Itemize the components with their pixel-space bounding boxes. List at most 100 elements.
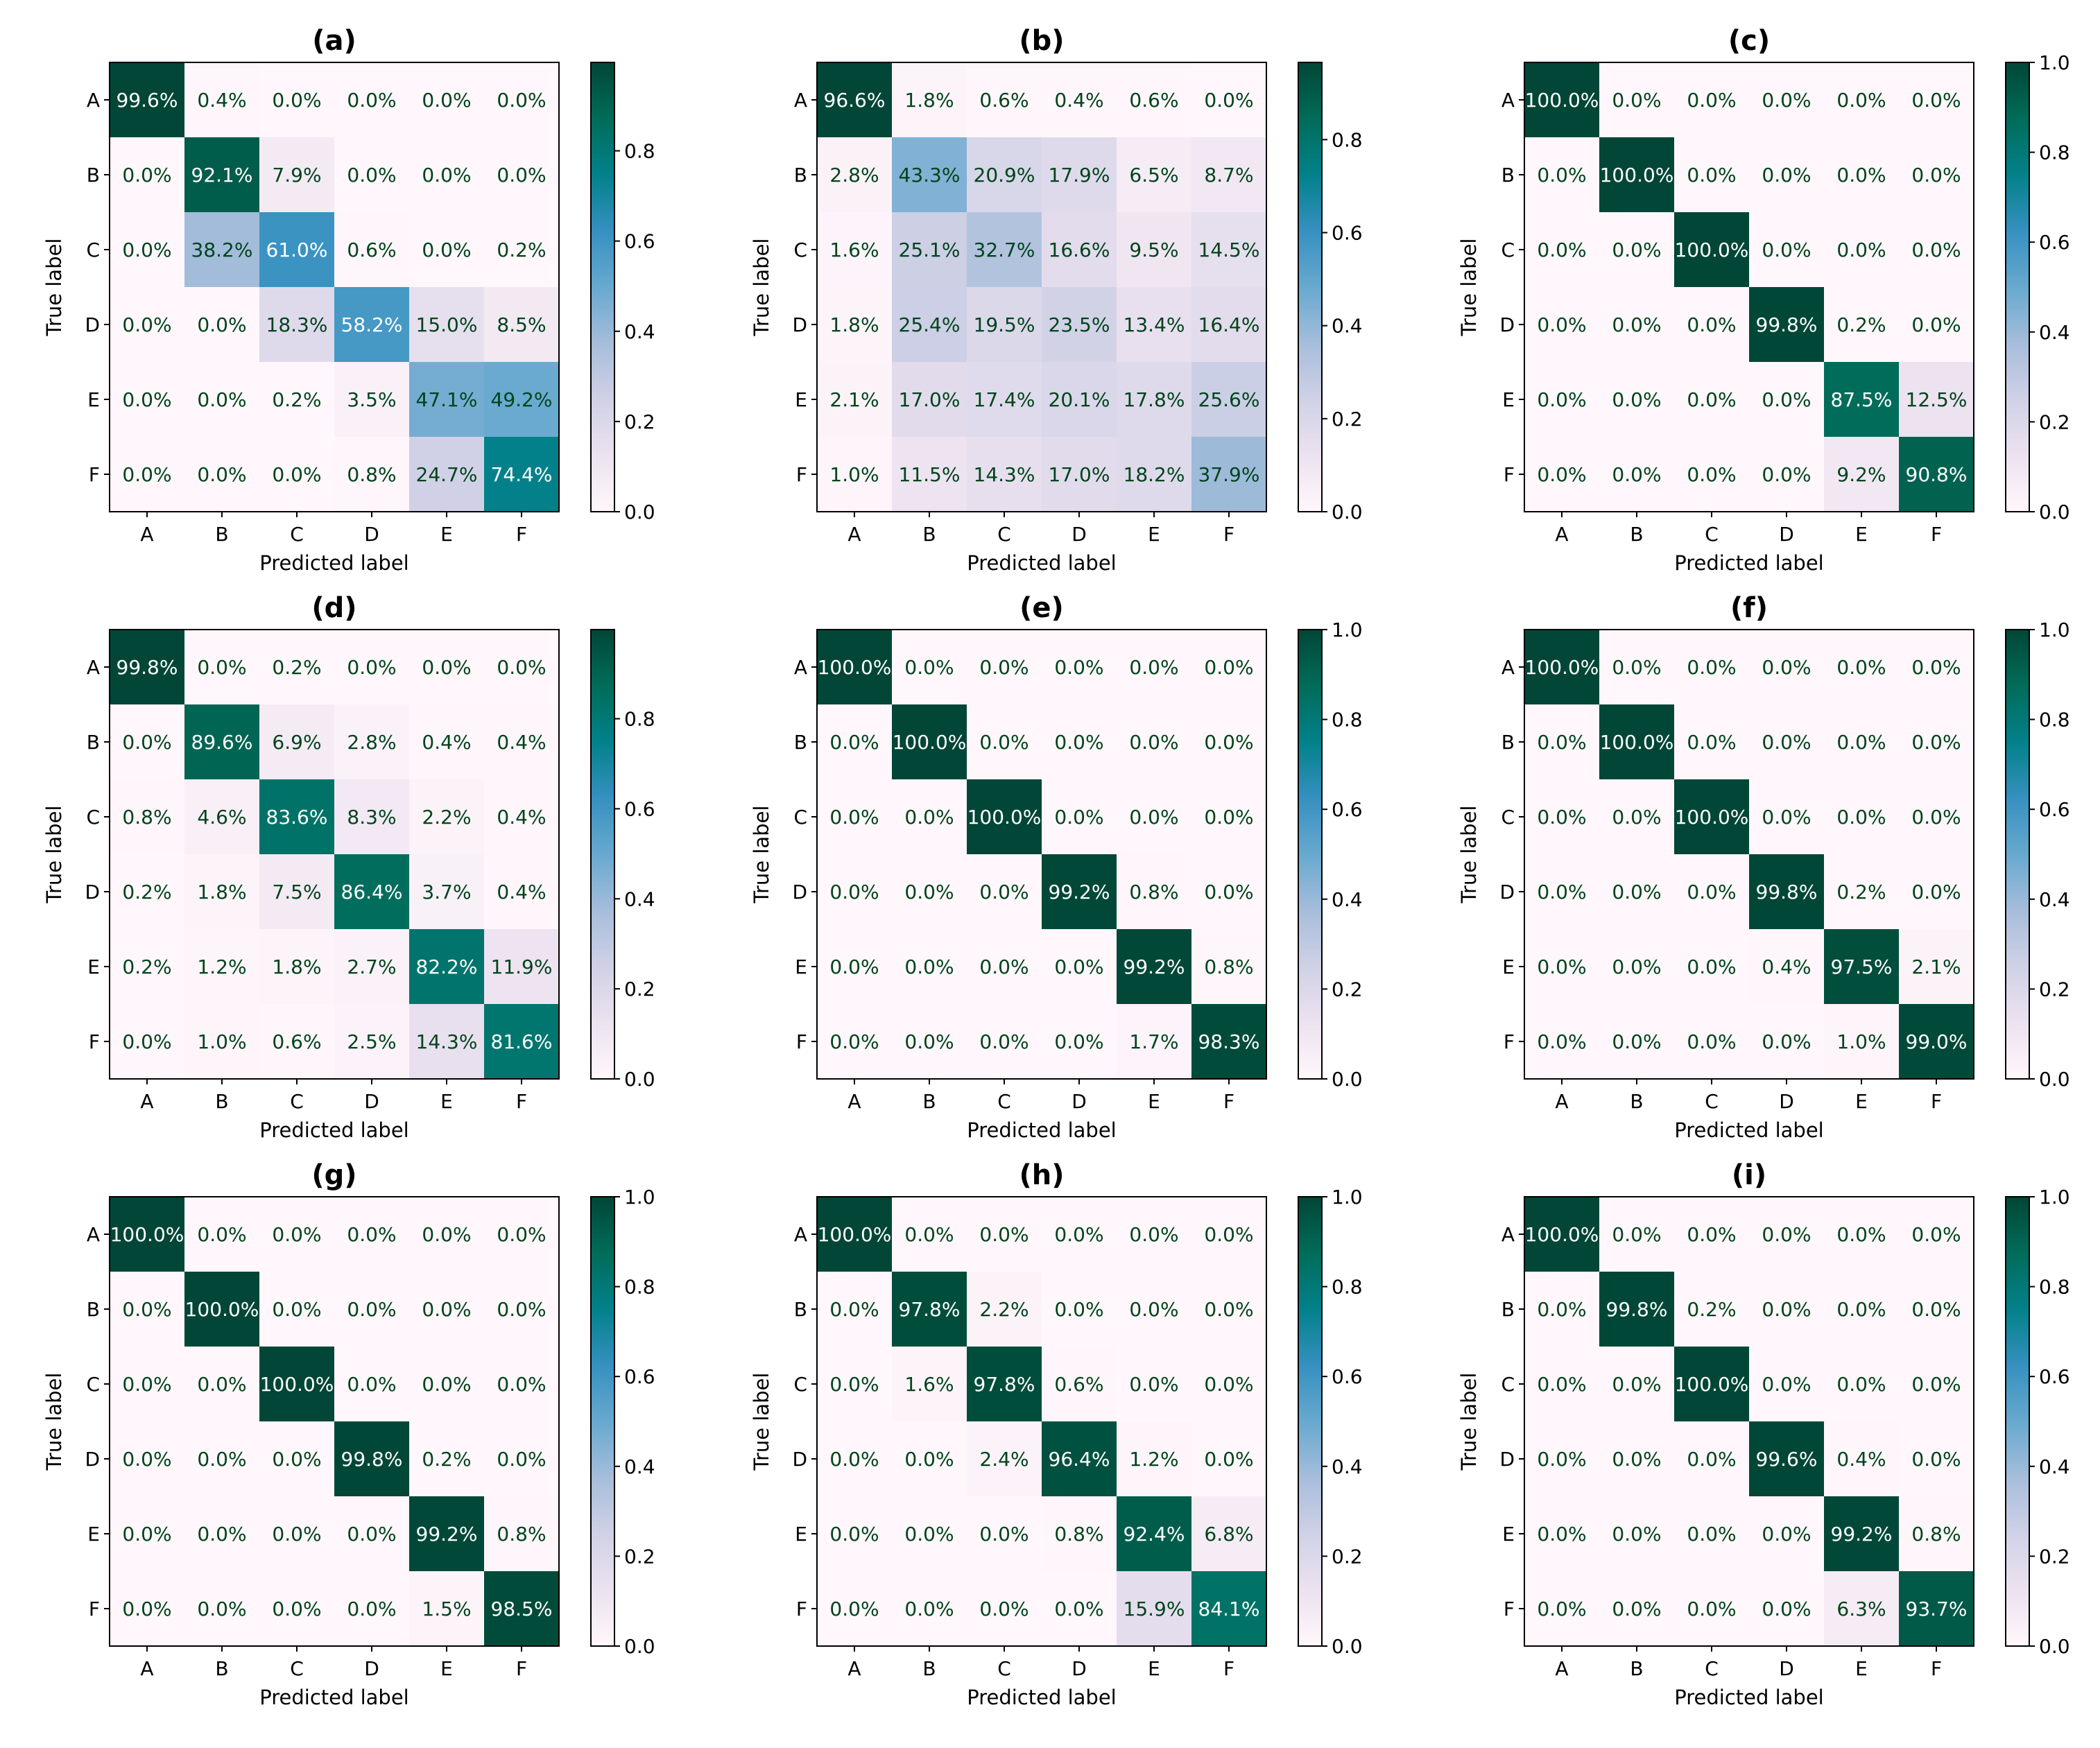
colorbar-tick-label: 1.0	[1332, 1186, 1363, 1209]
matrix-cell	[409, 1421, 484, 1496]
colorbar	[2005, 629, 2030, 1080]
cell-value-label: 58.2%	[341, 313, 403, 336]
y-axis-label: True label	[1457, 1373, 1481, 1471]
panel-title: (d)	[311, 592, 356, 624]
cell-value-label: 0.0%	[1762, 656, 1811, 679]
x-tick-label: F	[516, 1090, 527, 1113]
matrix-cell	[967, 437, 1042, 512]
cell-value-label: 74.4%	[491, 463, 553, 486]
matrix-cell	[184, 779, 259, 854]
matrix-cell	[1042, 1004, 1117, 1079]
matrix-cell	[1042, 854, 1117, 929]
cell-value-label: 0.0%	[1911, 731, 1961, 754]
cell-value-label: 0.0%	[1129, 656, 1178, 679]
matrix-cell	[184, 137, 259, 212]
x-tick-label: D	[1071, 523, 1087, 546]
x-tick-label: E	[1148, 523, 1160, 546]
x-tick-label: E	[440, 1090, 453, 1113]
matrix-cell	[110, 854, 184, 929]
cell-value-label: 0.0%	[904, 1523, 954, 1546]
matrix-cell	[1824, 1571, 1899, 1646]
cell-value-label: 25.6%	[1198, 388, 1260, 411]
matrix-cell	[334, 704, 409, 779]
matrix-frame	[109, 629, 560, 1080]
matrix-cell	[484, 779, 559, 854]
y-tick-label: A	[87, 1223, 100, 1246]
colorbar-tick-label: 0.4	[624, 1455, 655, 1478]
cell-value-label: 6.3%	[1836, 1598, 1886, 1620]
matrix-cell	[1524, 362, 1599, 437]
matrix-cell	[1824, 1272, 1899, 1347]
x-tick-label: D	[364, 1090, 379, 1113]
x-tick-label: A	[847, 1090, 861, 1113]
matrix-cell	[1042, 1571, 1117, 1646]
matrix-cell	[1749, 929, 1824, 1004]
cell-value-label: 0.0%	[1762, 1523, 1811, 1546]
cell-value-label: 37.9%	[1198, 463, 1260, 486]
cell-value-label: 8.7%	[1204, 164, 1253, 187]
cell-value-label: 0.8%	[347, 463, 396, 486]
matrix-cell	[259, 437, 334, 512]
cell-value-label: 14.3%	[974, 463, 1035, 486]
matrix-cell	[1524, 1197, 1599, 1272]
matrix-cell	[409, 62, 484, 137]
matrix-cell	[892, 779, 967, 854]
colorbar-tick-label: 1.0	[2039, 618, 2070, 641]
matrix-cell	[409, 362, 484, 437]
colorbar-tick-label: 0.8	[2039, 141, 2070, 164]
confusion-matrix-panel: (c) 100.0% 0.0% 0.0% 0.0% 0.0% 0.0% 0.0% 100.0% 0…	[1457, 25, 2070, 575]
matrix-cell	[817, 137, 892, 212]
x-tick-label: D	[364, 1657, 379, 1680]
panel-title: (f)	[1730, 592, 1768, 624]
matrix-cell	[1674, 362, 1749, 437]
cell-value-label: 0.0%	[347, 164, 396, 187]
matrix-cell	[334, 1272, 409, 1347]
matrix-cell	[1749, 854, 1824, 929]
x-tick-label: F	[1223, 1090, 1234, 1113]
matrix-cell	[259, 1496, 334, 1571]
matrix-cell	[484, 437, 559, 512]
y-tick-label: A	[87, 656, 100, 679]
colorbar-tick-label: 0.4	[2039, 321, 2070, 344]
cell-value-label: 0.0%	[1204, 1373, 1253, 1396]
cell-value-label: 15.0%	[416, 313, 478, 336]
matrix-cell	[1599, 630, 1674, 704]
matrix-cell	[1524, 929, 1599, 1004]
matrix-frame	[816, 629, 1267, 1080]
matrix-cell	[110, 1571, 184, 1646]
matrix-cell	[110, 287, 184, 362]
cell-value-label: 0.0%	[829, 1598, 879, 1620]
x-tick-label: F	[1223, 523, 1234, 546]
x-tick-label: C	[290, 523, 304, 546]
cell-value-label: 0.0%	[1612, 881, 1661, 903]
matrix-cell	[110, 1421, 184, 1496]
matrix-cell	[1599, 287, 1674, 362]
cell-value-label: 0.8%	[1911, 1523, 1961, 1546]
colorbar-tick-label: 0.2	[1332, 408, 1363, 431]
cell-value-label: 0.0%	[1762, 1298, 1811, 1321]
confusion-matrix-panel: (i) 100.0% 0.0% 0.0% 0.0% 0.0% 0.0% 0.0% 99.8% 0.…	[1457, 1159, 2070, 1709]
cell-value-label: 0.0%	[497, 1373, 546, 1396]
cell-value-label: 0.0%	[1687, 656, 1736, 679]
cell-value-label: 97.8%	[974, 1373, 1035, 1396]
cell-value-label: 13.4%	[1124, 313, 1185, 336]
matrix-cell	[817, 1347, 892, 1421]
cell-value-label: 99.8%	[1756, 313, 1818, 336]
x-tick-label: B	[922, 1657, 936, 1680]
cell-value-label: 0.0%	[1537, 881, 1586, 903]
cell-value-label: 0.0%	[1687, 1030, 1736, 1053]
matrix-cell	[484, 212, 559, 287]
matrix-cell	[1117, 1571, 1191, 1646]
cell-value-label: 0.6%	[1129, 89, 1178, 112]
matrix-cell	[184, 1421, 259, 1496]
cell-value-label: 0.0%	[979, 1598, 1029, 1620]
matrix-cell	[1191, 1496, 1266, 1571]
matrix-cell	[1899, 287, 1974, 362]
matrix-cell	[1599, 1272, 1674, 1347]
cell-value-label: 0.0%	[1911, 881, 1961, 903]
x-tick-label: F	[1931, 1657, 1942, 1680]
panel-title: (a)	[312, 25, 356, 57]
matrix-cell	[110, 212, 184, 287]
cell-value-label: 0.0%	[347, 1373, 396, 1396]
matrix-cell	[1042, 287, 1117, 362]
